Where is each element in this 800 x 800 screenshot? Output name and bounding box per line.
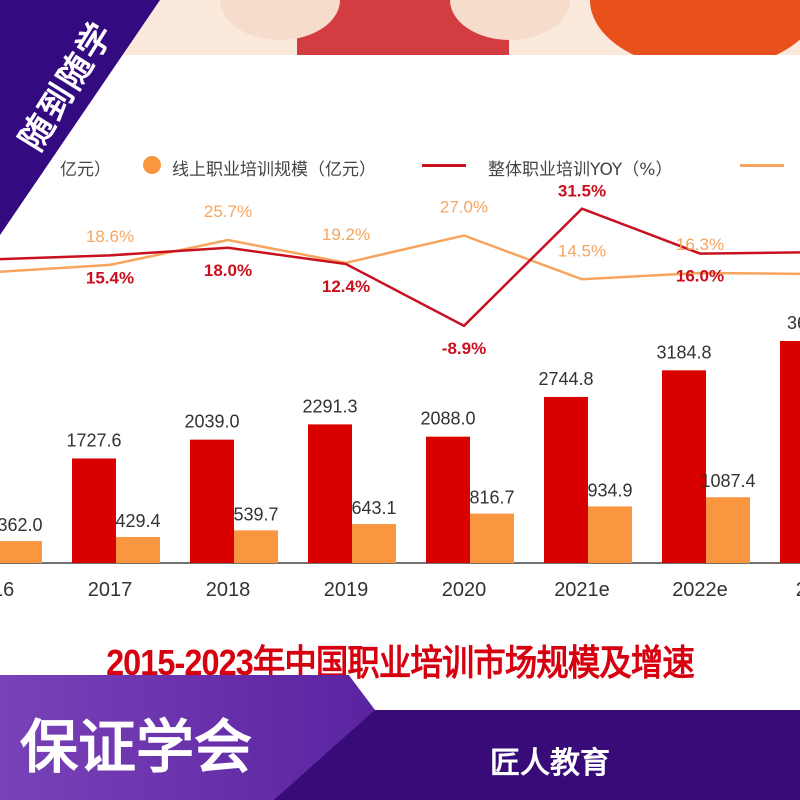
x-tick-label: 2020 (442, 579, 487, 601)
bar-total (72, 458, 116, 563)
bar-label-online: 934.9 (587, 480, 632, 500)
line-label-online: 18.6% (86, 227, 134, 246)
x-tick-label: 2016 (0, 579, 14, 601)
bar-total (190, 439, 234, 563)
x-tick-label: 2021e (554, 579, 610, 601)
bar-online (234, 530, 278, 563)
line-label-online: 19.2% (322, 225, 370, 244)
x-tick-label: 2018 (206, 579, 251, 601)
bar-label-total: 2039.0 (184, 412, 239, 432)
legend-yoy: 整体职业培训YOY（%） (488, 160, 673, 180)
bar-total (780, 340, 800, 563)
x-tick-label: 2023 (796, 579, 800, 601)
chart: 7362.020161727.6429.420172039.0539.72018… (0, 182, 800, 601)
bar-label-total: 1727.6 (66, 430, 121, 450)
bar-total (426, 436, 470, 563)
banner-brand: 匠人教育 (490, 746, 610, 781)
bar-total (308, 424, 352, 563)
legend-online: 线上职业培训规模（亿元） (172, 160, 376, 180)
line-label-total: -8.9% (442, 339, 486, 358)
x-tick-label: 2017 (88, 579, 133, 601)
line-label-total: 18.0% (204, 261, 252, 280)
bar-online (588, 506, 632, 563)
chart-legend: 亿元） 线上职业培训规模（亿元） 整体职业培训YOY（%） (0, 152, 800, 180)
line-label-total: 16.0% (676, 267, 724, 286)
line-label-online: 16.3% (676, 235, 724, 254)
legend-line-icon (422, 164, 466, 167)
bar-label-total: 3184.8 (656, 342, 711, 362)
legend-line-icon (740, 164, 784, 167)
line-online-yoy (0, 234, 800, 281)
bar-online (0, 541, 42, 563)
bar-online (116, 537, 160, 563)
x-tick-label: 2019 (324, 579, 369, 601)
bar-online (706, 497, 750, 563)
bar-label-total: 367 (787, 313, 800, 333)
bar-label-online: 362.0 (0, 515, 43, 535)
bar-label-online: 429.4 (115, 511, 160, 531)
bar-label-online: 643.1 (351, 498, 396, 518)
bar-online (470, 513, 514, 563)
bar-label-online: 539.7 (233, 504, 278, 524)
bar-label-online: 1087.4 (700, 471, 755, 491)
line-label-total: 15.4% (86, 268, 134, 287)
bar-online (352, 524, 396, 563)
bar-total (544, 396, 588, 563)
bar-label-total: 2291.3 (302, 396, 357, 416)
lantern-icon (590, 0, 800, 55)
legend-dot-icon (143, 156, 161, 174)
bar-label-total: 2744.8 (538, 369, 593, 389)
line-label-online: 25.7% (204, 202, 252, 221)
bar-label-total: 2088.0 (420, 409, 475, 429)
line-label-online: 27.0% (440, 198, 488, 217)
banner-slogan: 保证学会 (20, 713, 253, 781)
line-label-online: 14.5% (558, 241, 606, 260)
x-tick-label: 2022e (672, 579, 728, 601)
line-label-total: 31.5% (558, 182, 606, 201)
legend-fragment: 亿元） (60, 160, 111, 180)
bar-total (662, 370, 706, 563)
header-illustration (0, 0, 800, 55)
line-label-total: 12.4% (322, 277, 370, 296)
line-total-yoy (0, 207, 800, 328)
bar-label-online: 816.7 (469, 488, 514, 508)
